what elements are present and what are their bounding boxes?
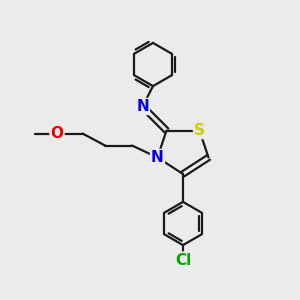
Text: N: N [136,99,149,114]
Text: O: O [50,126,64,141]
Text: N: N [151,150,164,165]
Text: Cl: Cl [175,253,191,268]
Text: S: S [194,123,205,138]
